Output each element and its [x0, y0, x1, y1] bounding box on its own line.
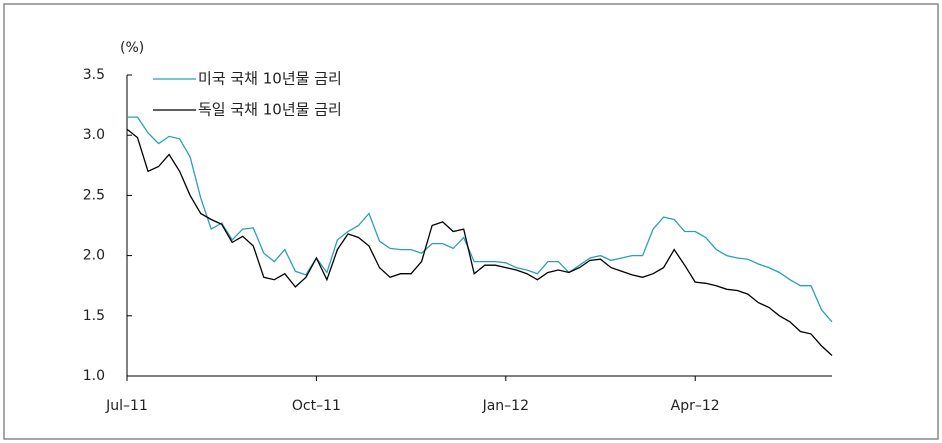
- y-tick-label: 2.0: [83, 248, 105, 264]
- y-axis-label: (%): [120, 40, 144, 56]
- y-tick-label: 3.0: [83, 127, 105, 143]
- y-tick-label: 3.5: [83, 67, 105, 83]
- legend-label: 독일 국채 10년물 금리: [198, 101, 342, 119]
- legend-label: 미국 국채 10년물 금리: [198, 70, 342, 88]
- y-tick-label: 2.5: [83, 187, 105, 203]
- line-series: [126, 128, 833, 356]
- line-series: [127, 116, 833, 323]
- x-tick-label: Oct–11: [292, 398, 341, 414]
- x-tick-label: Jan–12: [482, 398, 529, 414]
- x-tick-label: Apr–12: [671, 398, 720, 414]
- y-tick-label: 1.5: [83, 308, 105, 324]
- x-tick-label: Jul–11: [105, 398, 148, 414]
- frame: [3, 3, 939, 440]
- y-tick-label: 1.0: [83, 368, 105, 384]
